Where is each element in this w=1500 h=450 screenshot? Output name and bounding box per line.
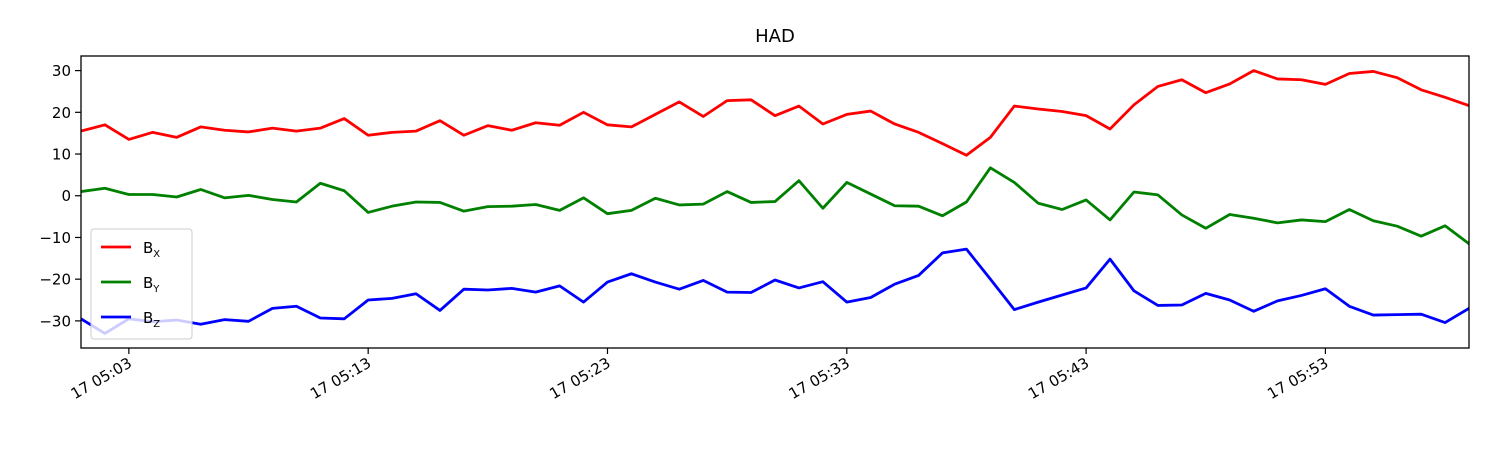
plot-area — [81, 69, 1469, 335]
y-tick-label: 20 — [52, 104, 71, 122]
series-line-bz — [81, 247, 1469, 335]
legend-label-bx: BX — [143, 239, 160, 260]
series-line-by — [81, 166, 1469, 246]
legend-label-by: BY — [143, 274, 160, 295]
legend: BX BY BZ — [90, 228, 193, 340]
y-tick-label: 0 — [61, 187, 71, 205]
legend-box — [90, 228, 193, 340]
legend-label-bz: BZ — [143, 309, 160, 330]
y-tick-label: 10 — [52, 146, 71, 164]
chart-title: HAD — [755, 26, 795, 47]
y-tick-label: 30 — [52, 62, 71, 80]
y-tick-label: −30 — [39, 312, 71, 330]
axes-frame — [80, 55, 1470, 349]
y-tick-label: −10 — [39, 229, 71, 247]
y-tick-label: −20 — [39, 271, 71, 289]
series-line-bx — [81, 69, 1469, 157]
